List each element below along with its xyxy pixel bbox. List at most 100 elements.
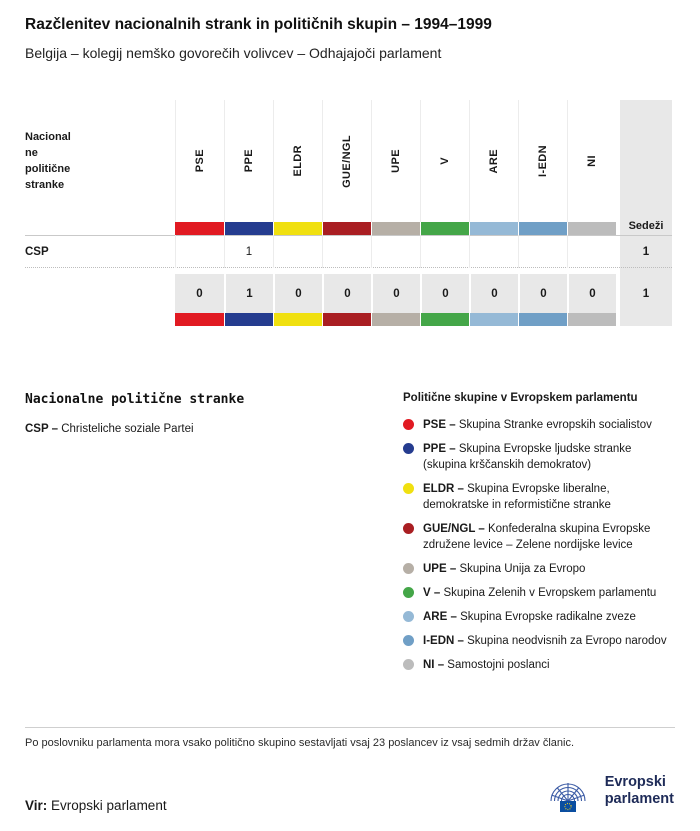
legend-name-eldr: Skupina Evropske liberalne, demokratske … (423, 483, 611, 511)
footnote: Po poslovniku parlamenta mora vsako poli… (25, 737, 575, 749)
legend-text-are: ARE – Skupina Evropske radikalne zveze (423, 609, 636, 625)
group-label-upe: UPE (390, 149, 402, 173)
legend-item-gue-ngl: GUE/NGL – Konfederalna skupina Evropske … (403, 521, 675, 553)
total-ppe: 1 (224, 274, 273, 313)
national-legend-item: CSP – Christeliche soziale Partei (25, 423, 383, 435)
column-header-gue-ngl: GUE/NGL (322, 100, 371, 222)
legend-dot-upe (403, 563, 414, 574)
legend-text-v: V – Skupina Zelenih v Evropskem parlamen… (423, 585, 656, 601)
total-i-edn: 0 (518, 274, 567, 313)
legend-text-pse: PSE – Skupina Stranke evropskih socialis… (423, 417, 652, 433)
color-bar-gue-ngl (322, 222, 371, 235)
legend-text-ni: NI – Samostojni poslanci (423, 657, 550, 673)
cell-csp-gue-ngl (322, 235, 371, 268)
total-pse: 0 (175, 274, 224, 313)
seats-csp: 1 (642, 245, 650, 258)
total-v: 0 (420, 274, 469, 313)
legend-name-gue-ngl: Konfederalna skupina Evropske združene l… (423, 523, 651, 551)
legend-dot-ni (403, 659, 414, 670)
color-bar-bottom-v (420, 313, 469, 326)
legend-abbr-gue-ngl: GUE/NGL – (423, 523, 485, 535)
page-header: Razčlenitev nacionalnih strank in politi… (25, 16, 675, 62)
corner-header-cell: Nacionalne politične stranke (25, 100, 175, 222)
cell-csp-v (420, 235, 469, 268)
legend-text-upe: UPE – Skupina Unija za Evropo (423, 561, 585, 577)
column-header-ppe: PPE (224, 100, 273, 222)
legend-item-ppe: PPE – Skupina Evropske ljudske stranke (… (403, 441, 675, 473)
legend-item-ni: NI – Samostojni poslanci (403, 657, 675, 673)
legend-abbr-i-edn: I-EDN – (423, 635, 464, 647)
row-bottom-rule (25, 267, 672, 268)
group-label-i-edn: I-EDN (537, 145, 549, 177)
color-bar-eldr (273, 222, 322, 235)
legend-dot-v (403, 587, 414, 598)
legend-item-i-edn: I-EDN – Skupina neodvisnih za Evropo nar… (403, 633, 675, 649)
seats-column-background (620, 100, 672, 326)
page-subtitle: Belgija – kolegij nemško govorečih voliv… (25, 45, 442, 61)
color-bar-bottom-ppe (224, 313, 273, 326)
total-are: 0 (469, 274, 518, 313)
color-bar-ppe (224, 222, 273, 235)
corner-label: Nacionalne politične stranke (25, 131, 71, 191)
national-parties-legend: Nacionalne politične stranke CSP – Chris… (25, 392, 403, 681)
cell-csp-ppe: 1 (224, 235, 273, 268)
legend-abbr-v: V – (423, 587, 441, 599)
legend-abbr-pse: PSE – (423, 419, 456, 431)
color-bar-v (420, 222, 469, 235)
source-line: Vir: Evropski parlament (25, 798, 167, 813)
national-legend-name: Christeliche soziale Partei (61, 423, 194, 435)
national-legend-abbr: CSP – (25, 423, 59, 435)
ep-logo-text-line1: Evropski (604, 774, 666, 790)
group-label-are: ARE (488, 148, 500, 174)
group-label-v: V (439, 157, 451, 165)
color-bar-bottom-upe (371, 313, 420, 326)
legend-item-upe: UPE – Skupina Unija za Evropo (403, 561, 675, 577)
column-header-pse: PSE (175, 100, 224, 222)
column-header-are: ARE (469, 100, 518, 222)
legend-dot-gue-ngl (403, 523, 414, 534)
cell-csp-pse (175, 235, 224, 268)
total-upe: 0 (371, 274, 420, 313)
cell-csp-i-edn (518, 235, 567, 268)
legend-name-pse: Skupina Stranke evropskih socialistov (458, 419, 652, 431)
color-bar-bottom-ni (567, 313, 616, 326)
legend-name-i-edn: Skupina neodvisnih za Evropo narodov (467, 635, 667, 647)
ep-logo-text: Evropski parlament (605, 774, 674, 808)
group-label-ppe: PPE (243, 149, 255, 173)
ep-logo-block: Evropski parlament (543, 765, 674, 817)
groups-legend-heading: Politične skupine v Evropskem parlamentu (403, 392, 638, 404)
row-top-rule (25, 235, 672, 236)
legend-item-eldr: ELDR – Skupina Evropske liberalne, demok… (403, 481, 675, 513)
column-header-i-edn: I-EDN (518, 100, 567, 222)
legend-text-eldr: ELDR – Skupina Evropske liberalne, demok… (423, 481, 675, 513)
legend-abbr-ppe: PPE – (423, 443, 456, 455)
group-label-ni: NI (586, 155, 598, 167)
cell-csp-eldr (273, 235, 322, 268)
color-bar-upe (371, 222, 420, 235)
legend-dot-pse (403, 419, 414, 430)
column-header-v: V (420, 100, 469, 222)
column-header-upe: UPE (371, 100, 420, 222)
total-eldr: 0 (273, 274, 322, 313)
total-gue-ngl: 0 (322, 274, 371, 313)
results-table: Nacionalne politične stranke PSE PPE ELD… (25, 100, 672, 326)
legend-name-v: Skupina Zelenih v Evropskem parlamentu (443, 587, 657, 599)
footer-divider (25, 727, 675, 728)
color-bar-i-edn (518, 222, 567, 235)
legend-abbr-are: ARE – (423, 611, 457, 623)
source-value: Evropski parlament (51, 798, 167, 813)
cell-csp-upe (371, 235, 420, 268)
legend-dot-eldr (403, 483, 414, 494)
party-name-csp: CSP (25, 245, 49, 258)
seats-total: 1 (642, 287, 650, 300)
legend-abbr-eldr: ELDR – (423, 483, 464, 495)
color-bar-bottom-gue-ngl (322, 313, 371, 326)
legend-item-are: ARE – Skupina Evropske radikalne zveze (403, 609, 675, 625)
legend-dot-i-edn (403, 635, 414, 646)
color-bar-bottom-eldr (273, 313, 322, 326)
legend-dot-ppe (403, 443, 414, 454)
legend-text-i-edn: I-EDN – Skupina neodvisnih za Evropo nar… (423, 633, 667, 649)
legend-item-pse: PSE – Skupina Stranke evropskih socialis… (403, 417, 675, 433)
legends-section: Nacionalne politične stranke CSP – Chris… (25, 392, 675, 681)
total-ni: 0 (567, 274, 616, 313)
